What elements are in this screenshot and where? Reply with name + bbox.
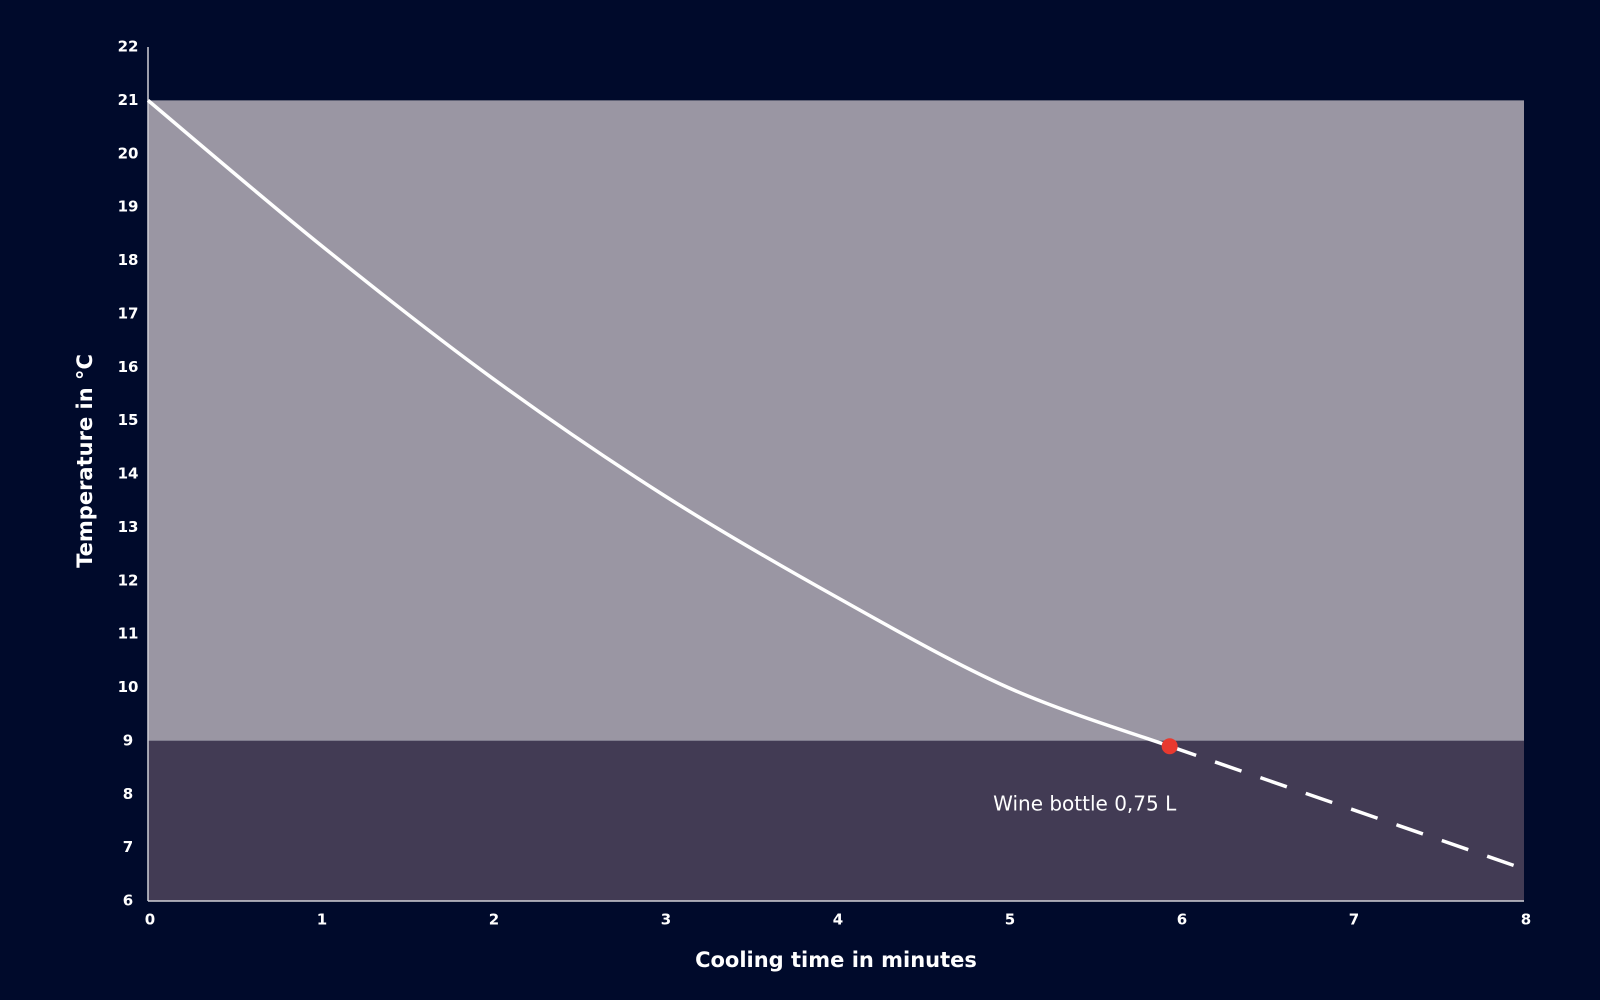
y-tick-label: 16: [118, 358, 139, 376]
annotation: Wine bottle 0,75 L: [993, 792, 1177, 816]
y-tick-label: 21: [118, 91, 139, 109]
y-tick-label: 8: [123, 785, 133, 803]
y-tick-label: 22: [118, 38, 139, 56]
x-tick-label: 7: [1349, 911, 1359, 929]
x-tick-label: 1: [317, 911, 327, 929]
y-tick-label: 10: [118, 678, 139, 696]
band: [148, 100, 1524, 741]
x-tick-label: 4: [833, 911, 843, 929]
x-tick-label: 5: [1005, 911, 1015, 929]
y-tick-label: 14: [118, 465, 139, 483]
x-tick-label: 3: [661, 911, 671, 929]
y-tick-label: 17: [118, 304, 139, 322]
x-tick-label: 0: [145, 911, 155, 929]
y-tick-label: 20: [118, 144, 139, 162]
y-tick-label: 18: [118, 251, 139, 269]
x-axis-title: Cooling time in minutes: [695, 948, 977, 972]
marker: [1161, 738, 1178, 755]
y-tick-label: 13: [118, 518, 139, 536]
y-tick-label: 6: [123, 892, 133, 910]
y-tick-label: 11: [118, 625, 139, 643]
x-tick-label: 6: [1177, 911, 1187, 929]
line: [1169, 744, 1525, 871]
y-tick-label: 19: [118, 198, 139, 216]
band: [148, 740, 1524, 901]
x-tick-label: 2: [489, 911, 499, 929]
x-tick-label: 8: [1521, 911, 1531, 929]
y-tick-label: 12: [118, 571, 139, 589]
line: [146, 99, 1171, 748]
y-tick-label: 9: [123, 731, 133, 749]
y-tick-label: 15: [118, 411, 139, 429]
y-tick-label: 7: [123, 838, 133, 856]
y-axis-title: Temperature in °C: [73, 354, 97, 568]
